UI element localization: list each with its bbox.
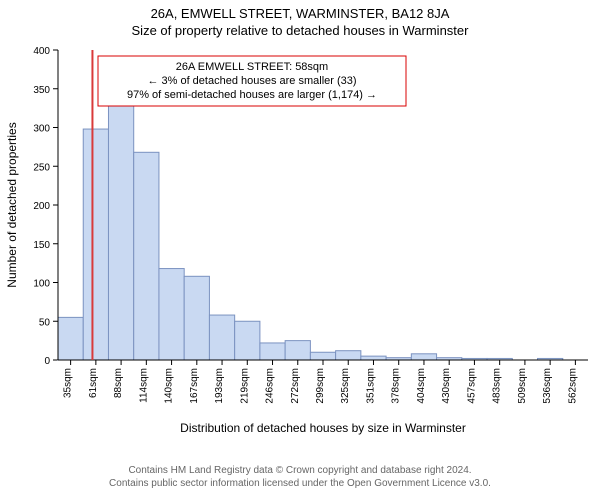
svg-text:404sqm: 404sqm: [416, 368, 427, 404]
histogram-bar: [361, 356, 386, 360]
x-axis-label: Distribution of detached houses by size …: [180, 421, 466, 435]
svg-text:483sqm: 483sqm: [492, 368, 503, 404]
svg-text:509sqm: 509sqm: [517, 368, 528, 404]
svg-text:167sqm: 167sqm: [189, 368, 200, 404]
y-axis-label: Number of detached properties: [5, 122, 19, 287]
svg-text:325sqm: 325sqm: [340, 368, 351, 404]
histogram-bar: [83, 129, 108, 360]
annotation-line: ← 3% of detached houses are smaller (33): [147, 75, 356, 87]
svg-text:140sqm: 140sqm: [164, 368, 175, 404]
histogram-bar: [336, 351, 361, 360]
page-subtitle: Size of property relative to detached ho…: [0, 23, 600, 40]
svg-text:150: 150: [33, 240, 50, 251]
histogram-bar: [310, 352, 335, 360]
footer-line-2: Contains public sector information licen…: [0, 477, 600, 490]
svg-text:430sqm: 430sqm: [441, 368, 452, 404]
histogram-bar: [184, 276, 209, 360]
footer: Contains HM Land Registry data © Crown c…: [0, 464, 600, 490]
svg-text:219sqm: 219sqm: [239, 368, 250, 404]
histogram-bar: [58, 317, 83, 360]
svg-text:400: 400: [33, 46, 50, 57]
histogram-bar: [159, 269, 184, 360]
svg-text:114sqm: 114sqm: [138, 368, 149, 403]
histogram-bar: [260, 343, 285, 360]
svg-text:351sqm: 351sqm: [365, 368, 376, 404]
histogram-bar: [209, 315, 234, 360]
svg-text:50: 50: [39, 317, 51, 328]
svg-text:250: 250: [33, 162, 50, 173]
chart-svg: 0 50 100 150 200 250 300 350 400 35sqm 61sqm 88sqm 1…: [0, 40, 600, 440]
histogram-bar: [108, 103, 133, 360]
svg-text:35sqm: 35sqm: [63, 368, 74, 398]
svg-text:562sqm: 562sqm: [567, 368, 578, 404]
svg-text:200: 200: [33, 201, 50, 212]
svg-text:536sqm: 536sqm: [542, 368, 553, 404]
chart-container: 26A, EMWELL STREET, WARMINSTER, BA12 8JA…: [0, 0, 600, 500]
svg-text:0: 0: [44, 356, 50, 367]
annotation-line: 26A EMWELL STREET: 58sqm: [176, 61, 328, 73]
svg-text:272sqm: 272sqm: [290, 368, 301, 404]
footer-line-1: Contains HM Land Registry data © Crown c…: [0, 464, 600, 477]
histogram-bar: [235, 321, 260, 360]
svg-text:378sqm: 378sqm: [391, 368, 402, 404]
histogram-bar: [411, 354, 436, 360]
svg-text:300: 300: [33, 124, 50, 135]
histogram-bar: [285, 341, 310, 360]
svg-text:457sqm: 457sqm: [466, 368, 477, 404]
svg-text:246sqm: 246sqm: [265, 368, 276, 404]
page-title: 26A, EMWELL STREET, WARMINSTER, BA12 8JA: [0, 0, 600, 23]
svg-text:61sqm: 61sqm: [88, 368, 99, 398]
annotation-line: 97% of semi-detached houses are larger (…: [127, 89, 377, 101]
histogram-chart: 0 50 100 150 200 250 300 350 400 35sqm 61sqm 88sqm 1…: [0, 40, 600, 440]
svg-text:350: 350: [33, 85, 50, 96]
svg-text:100: 100: [33, 279, 50, 290]
histogram-bar: [134, 152, 159, 360]
svg-text:193sqm: 193sqm: [214, 368, 225, 404]
svg-text:88sqm: 88sqm: [113, 368, 124, 398]
svg-text:299sqm: 299sqm: [315, 368, 326, 404]
